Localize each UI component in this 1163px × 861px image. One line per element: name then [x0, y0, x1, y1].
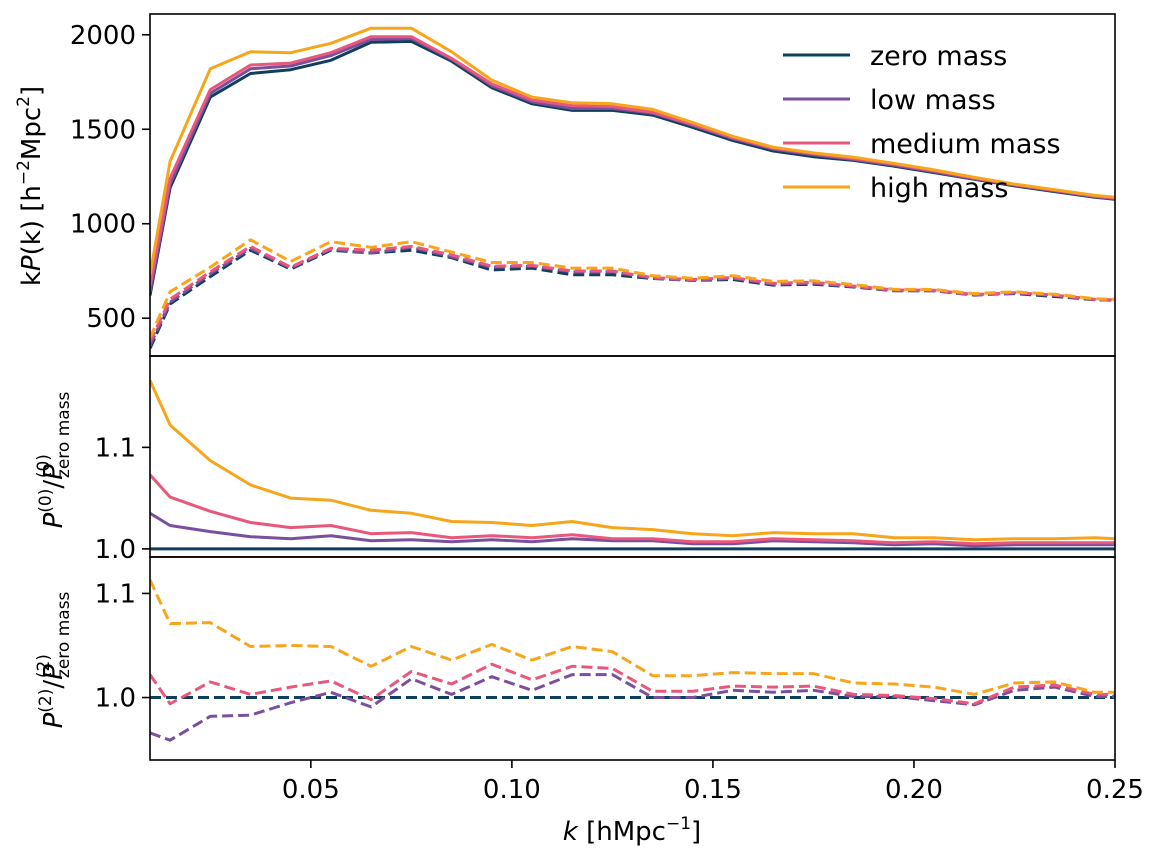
- top-series-group: [150, 26, 1115, 350]
- top-panel: 500 1000 1500 2000: [70, 13, 1116, 357]
- top-y-tick-label: 500: [86, 304, 136, 334]
- middle-y-tick-label: 1.1: [95, 433, 136, 463]
- bottom-y-axis-label: P(2)/P(2)zero mass: [34, 591, 74, 728]
- x-tick-label: 0.25: [1086, 775, 1144, 805]
- bottom-panel-frame: [149, 556, 1116, 761]
- bottom-high-mass-dashed-line: [150, 579, 1115, 696]
- middle-high-mass-solid-line: [150, 379, 1115, 542]
- top-medium-mass-dashed-line: [150, 244, 1115, 343]
- middle-series-group: [150, 379, 1115, 551]
- middle-panel: 1.0 1.1: [95, 355, 1116, 565]
- bottom-panel: 1.0 1.1: [95, 556, 1116, 768]
- x-tick-label: 0.10: [483, 775, 541, 805]
- x-tick-label: 0.20: [885, 775, 943, 805]
- bottom-y-tick-label: 1.0: [95, 684, 136, 714]
- top-y-axis-label: kP(k) [h−2Mpc2]: [14, 86, 47, 286]
- x-tick-label: 0.05: [282, 775, 340, 805]
- bottom-low-mass-dashed-line: [150, 673, 1115, 742]
- top-y-tick-label: 1500: [70, 115, 136, 145]
- legend-medium-mass-label: medium mass: [870, 129, 1061, 160]
- legend-zero-mass-label: zero mass: [870, 41, 1007, 72]
- top-y-tick-label: 1000: [70, 210, 136, 240]
- x-tick-label: 0.15: [684, 775, 742, 805]
- middle-low-mass-solid-line: [150, 512, 1115, 548]
- x-axis-ticks: 0.05 0.10 0.15 0.20 0.25: [282, 775, 1144, 805]
- legend-high-mass-label: high mass: [870, 173, 1008, 204]
- x-axis-label: k [hMpc−1]: [563, 814, 701, 847]
- middle-y-axis-label: P(0)/P(0)zero mass: [34, 391, 74, 528]
- legend: zero mass low mass medium mass high mass: [783, 41, 1061, 204]
- bottom-series-group: [150, 579, 1115, 742]
- middle-medium-mass-solid-line: [150, 473, 1115, 546]
- bottom-medium-mass-dashed-line: [150, 662, 1115, 706]
- top-high-mass-solid-line: [150, 26, 1115, 276]
- bottom-y-tick-label: 1.1: [95, 579, 136, 609]
- top-high-mass-dashed-line: [150, 238, 1115, 339]
- top-y-tick-label: 2000: [70, 21, 136, 51]
- legend-low-mass-label: low mass: [870, 85, 996, 116]
- middle-y-tick-label: 1.0: [95, 535, 136, 565]
